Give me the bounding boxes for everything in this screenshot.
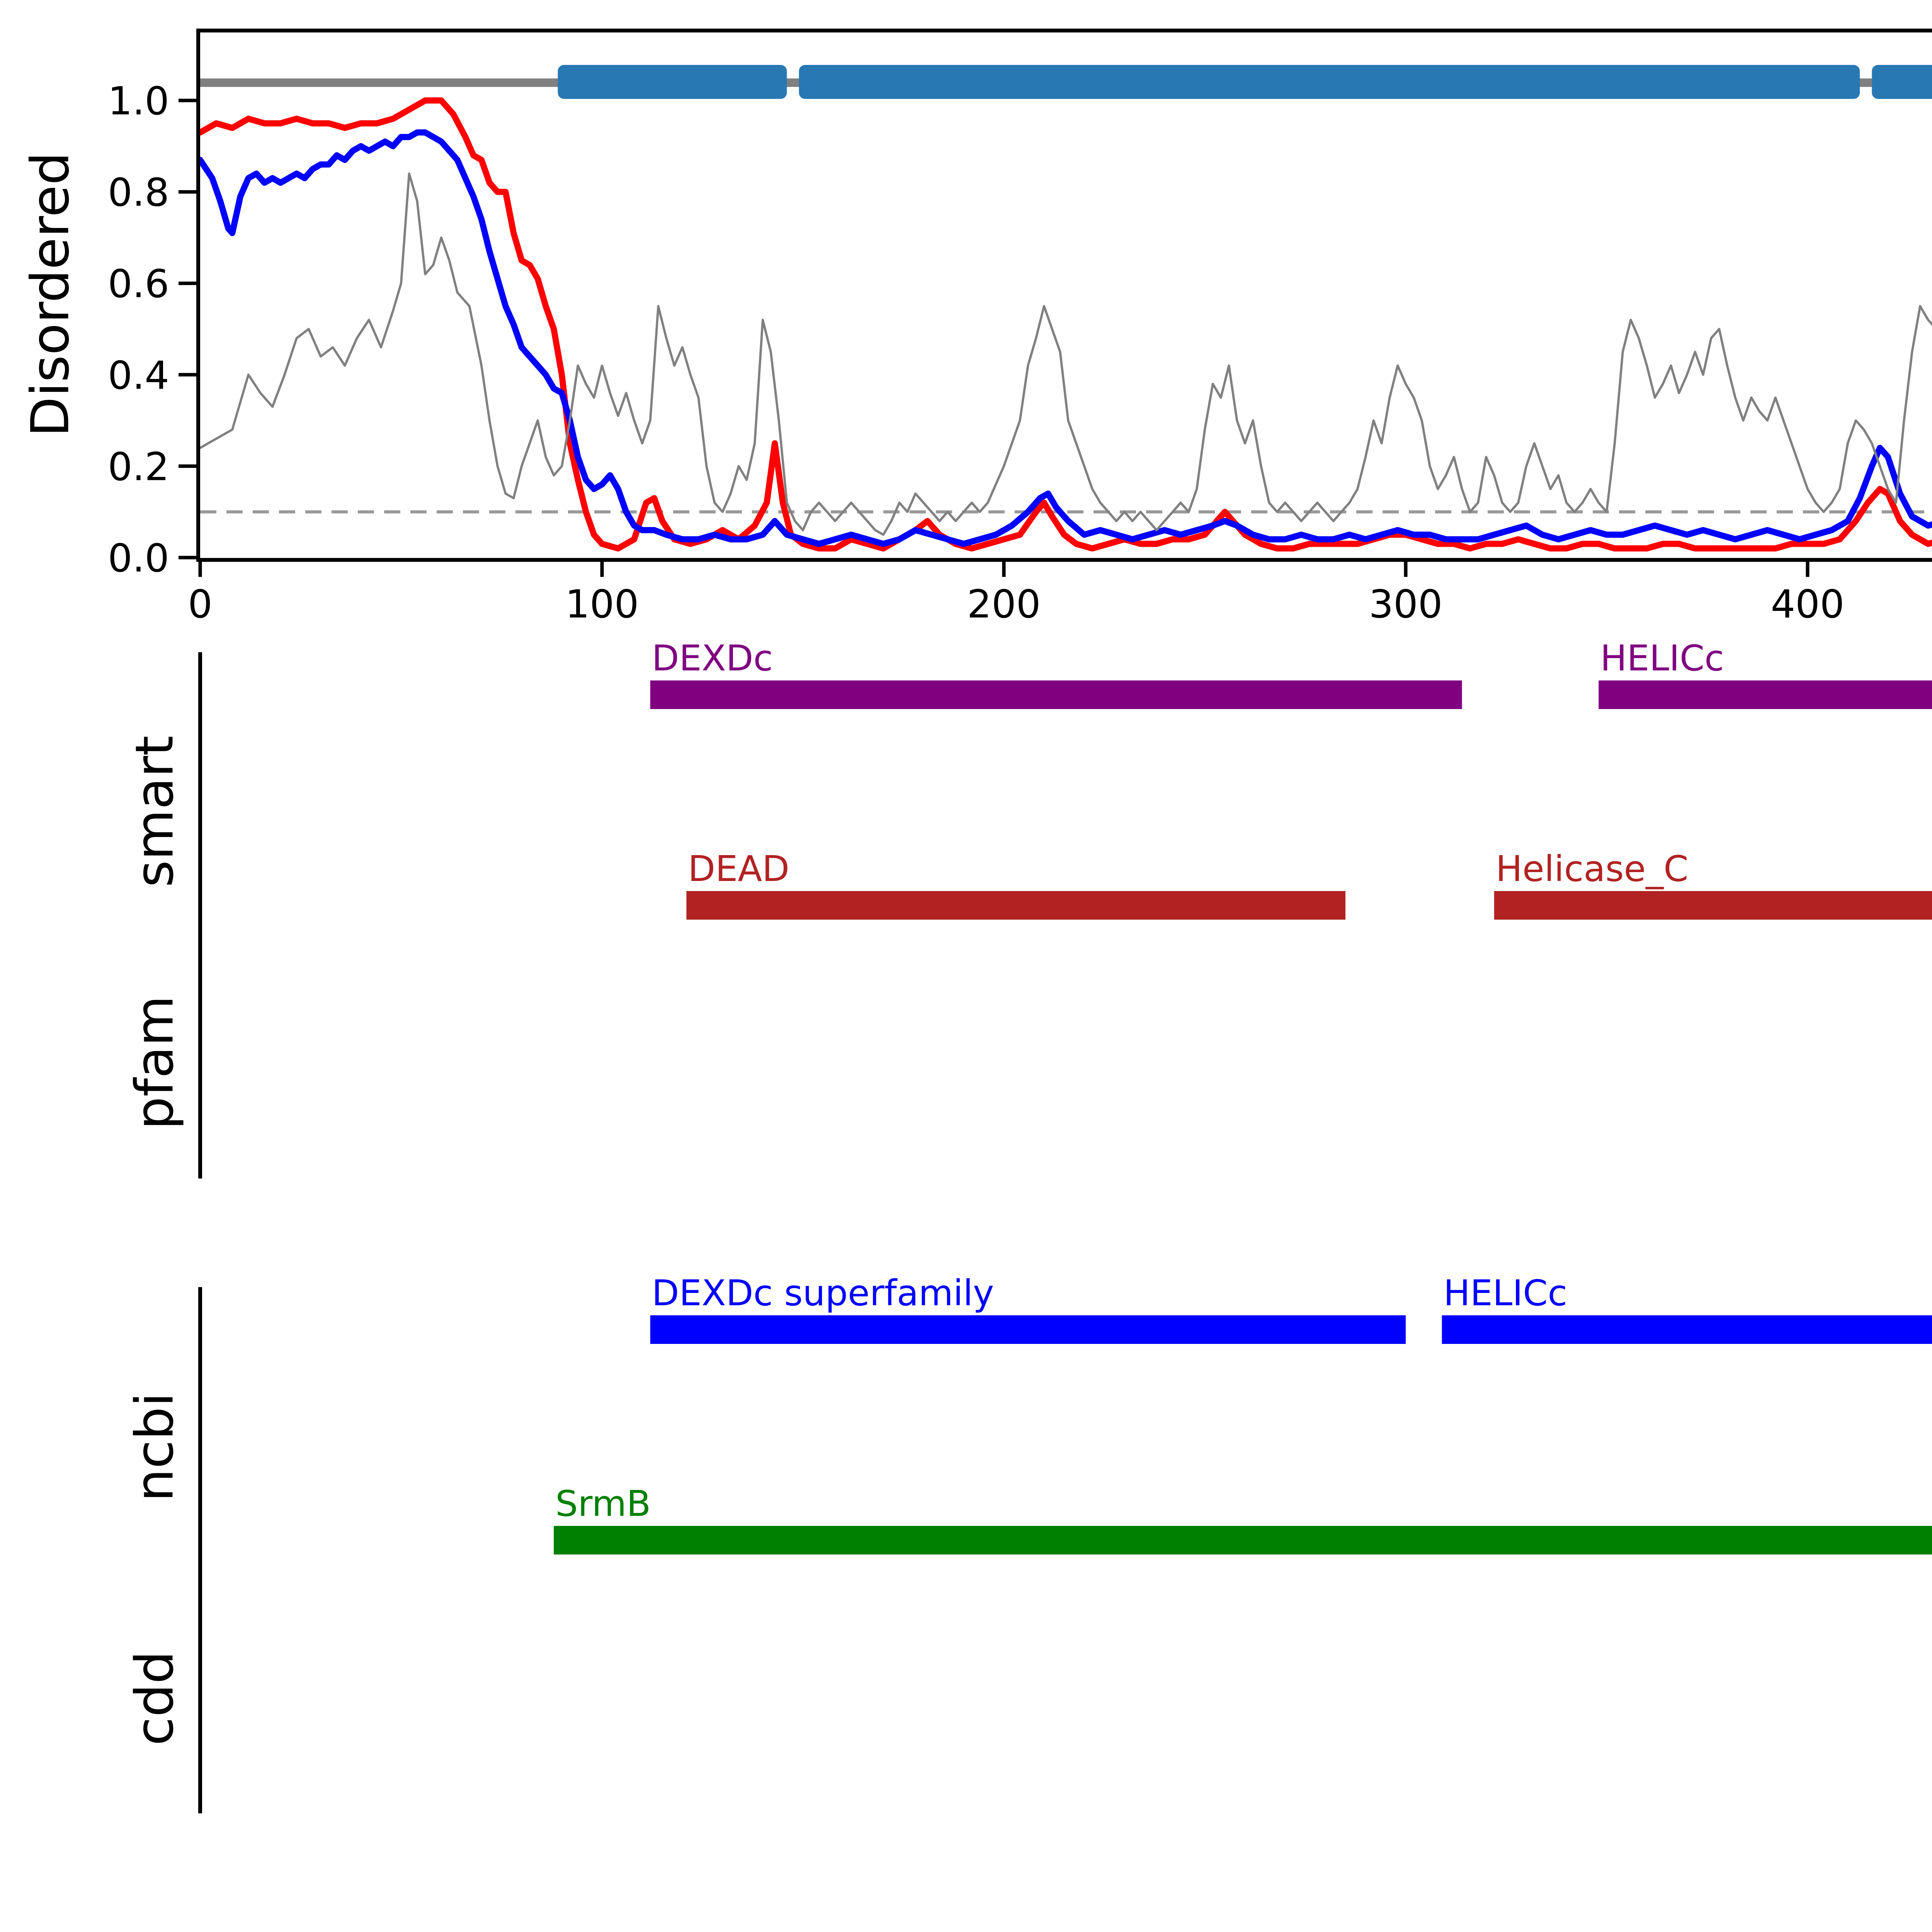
panel-left-spine	[198, 652, 202, 1179]
domain-label: DEAD	[688, 848, 789, 889]
domain-bar-dexdc-superfamily	[650, 1315, 1406, 1344]
disopred-trace	[200, 97, 1932, 552]
row-label-ncbi: ncbi	[124, 1392, 185, 1502]
panel-left-spine	[198, 1287, 202, 1813]
disorder-panel-frame	[196, 29, 1932, 562]
x-tick-label: 100	[565, 582, 639, 627]
domain-bar-dexdc	[650, 680, 1462, 709]
row-label-pfam: pfam	[124, 995, 185, 1130]
domain-label: DEXDc	[652, 638, 773, 679]
x-tick-label: 0	[188, 582, 213, 627]
x-tick-label: 200	[967, 582, 1041, 627]
ordered-region-bar	[558, 65, 787, 99]
disordered-axis-label: Disordered	[20, 152, 81, 437]
domain-bar-dead	[686, 891, 1345, 920]
domain-label: HELICc	[1600, 638, 1724, 679]
domain-label: Helicase_C	[1496, 848, 1689, 889]
y-tick-label: 0.8	[108, 170, 169, 215]
ordered-region-bar	[1872, 65, 1932, 99]
row-label-cdd: cdd	[124, 1651, 185, 1746]
y-tick-label: 0.0	[108, 536, 169, 581]
y-tick-label: 1.0	[108, 78, 169, 124]
ordered-region-bar	[799, 65, 1860, 99]
domain-label: SrmB	[555, 1483, 651, 1524]
iupred-trace	[200, 172, 1932, 536]
row-label-smart: smart	[124, 735, 185, 888]
x-tick-label: 300	[1369, 582, 1443, 627]
y-tick-label: 0.6	[108, 261, 169, 306]
domain-label: HELICc	[1444, 1272, 1568, 1314]
spot-d-trace	[200, 129, 1932, 547]
domain-bar-helicc	[1442, 1315, 1932, 1344]
y-tick-label: 0.4	[108, 353, 169, 398]
y-tick-label: 0.2	[108, 444, 169, 489]
domain-bar-helicase_c	[1494, 891, 1932, 920]
x-tick-label: 400	[1771, 582, 1845, 627]
domain-bar-helicc	[1599, 680, 1932, 709]
domain-bar-srmb	[554, 1526, 1932, 1554]
domain-label: DEXDc superfamily	[652, 1272, 994, 1314]
